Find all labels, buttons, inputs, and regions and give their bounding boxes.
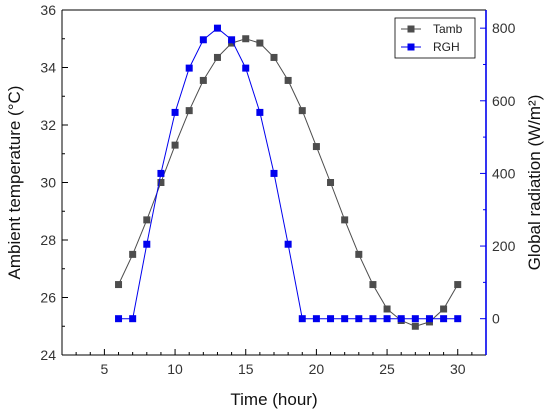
y-left-tick-label: 36 bbox=[40, 2, 56, 18]
data-point-tamb bbox=[115, 281, 123, 289]
y-left-axis-title: Ambient temperature (°C) bbox=[5, 86, 24, 280]
data-point-rgh bbox=[425, 315, 433, 323]
legend-box bbox=[394, 17, 476, 59]
legend-label: RGH bbox=[433, 40, 460, 54]
data-point-tamb bbox=[129, 250, 137, 258]
x-axis: 5 10 15 20 25 30 bbox=[75, 349, 473, 377]
data-point-rgh bbox=[199, 36, 207, 44]
y-right-tick-label: 400 bbox=[492, 165, 516, 181]
data-point-rgh bbox=[312, 315, 320, 323]
data-point-rgh bbox=[115, 315, 123, 323]
data-point-tamb bbox=[369, 281, 377, 289]
x-tick-label: 10 bbox=[167, 361, 183, 377]
x-tick-label: 25 bbox=[379, 361, 395, 377]
data-point-tamb bbox=[341, 216, 349, 224]
y-right-axis: 0 200 400 600 800 bbox=[480, 20, 516, 327]
data-point-tamb bbox=[284, 76, 292, 84]
data-point-tamb bbox=[157, 179, 165, 186]
data-point-rgh bbox=[341, 315, 349, 323]
data-point-tamb bbox=[312, 143, 320, 151]
y-right-axis-title: Global radiation (W/m²) bbox=[525, 95, 544, 271]
x-tick-label: 5 bbox=[101, 361, 109, 377]
x-tick-label: 30 bbox=[450, 361, 466, 377]
data-point-rgh bbox=[171, 108, 179, 116]
data-point-tamb bbox=[355, 250, 363, 258]
data-point-rgh bbox=[143, 240, 151, 248]
data-point-rgh bbox=[440, 315, 448, 323]
x-axis-title: Time (hour) bbox=[230, 390, 317, 409]
legend-marker bbox=[407, 25, 415, 33]
data-point-rgh bbox=[185, 64, 193, 72]
data-point-tamb bbox=[143, 216, 151, 224]
data-point-rgh bbox=[298, 315, 306, 323]
data-point-tamb bbox=[327, 179, 335, 186]
data-point-rgh bbox=[284, 240, 292, 248]
data-point-rgh bbox=[213, 24, 221, 32]
y-left-tick-label: 30 bbox=[40, 175, 56, 191]
data-point-tamb bbox=[440, 305, 448, 313]
y-left-tick-label: 26 bbox=[40, 290, 56, 306]
data-point-rgh bbox=[228, 36, 236, 44]
data-point-tamb bbox=[199, 76, 207, 84]
y-right-tick-label: 600 bbox=[492, 93, 516, 109]
data-point-tamb bbox=[298, 107, 306, 115]
data-point-rgh bbox=[157, 169, 165, 177]
data-point-rgh bbox=[242, 64, 250, 72]
data-point-tamb bbox=[454, 281, 462, 289]
data-point-rgh bbox=[411, 315, 419, 323]
data-point-tamb bbox=[411, 322, 419, 330]
data-point-rgh bbox=[256, 108, 264, 116]
data-point-tamb bbox=[270, 53, 278, 61]
data-point-tamb bbox=[185, 107, 193, 115]
y-left-tick-label: 28 bbox=[40, 232, 56, 248]
legend-label: Tamb bbox=[433, 22, 463, 36]
data-point-rgh bbox=[355, 315, 363, 323]
data-point-rgh bbox=[129, 315, 137, 323]
x-tick-label: 20 bbox=[309, 361, 325, 377]
y-right-tick-label: 800 bbox=[492, 20, 516, 36]
y-left-tick-label: 32 bbox=[40, 117, 56, 133]
x-tick-label: 15 bbox=[238, 361, 254, 377]
legend: Tamb RGH bbox=[394, 17, 476, 59]
data-point-rgh bbox=[397, 315, 405, 323]
y-right-tick-label: 200 bbox=[492, 238, 516, 254]
data-point-rgh bbox=[383, 315, 391, 323]
data-point-tamb bbox=[213, 53, 221, 61]
data-point-tamb bbox=[242, 35, 250, 43]
data-point-tamb bbox=[256, 39, 264, 47]
y-left-tick-label: 34 bbox=[40, 60, 56, 76]
series-layer bbox=[115, 24, 462, 330]
data-point-rgh bbox=[327, 315, 335, 323]
y-left-tick-label: 24 bbox=[40, 347, 56, 363]
data-point-tamb bbox=[383, 305, 391, 313]
y-left-axis: 24 26 28 30 32 34 36 bbox=[40, 2, 68, 363]
y-right-tick-label: 0 bbox=[492, 311, 500, 327]
data-point-rgh bbox=[270, 169, 278, 177]
data-point-rgh bbox=[369, 315, 377, 323]
data-point-rgh bbox=[454, 315, 462, 323]
legend-marker bbox=[407, 43, 415, 51]
data-point-tamb bbox=[171, 141, 179, 149]
